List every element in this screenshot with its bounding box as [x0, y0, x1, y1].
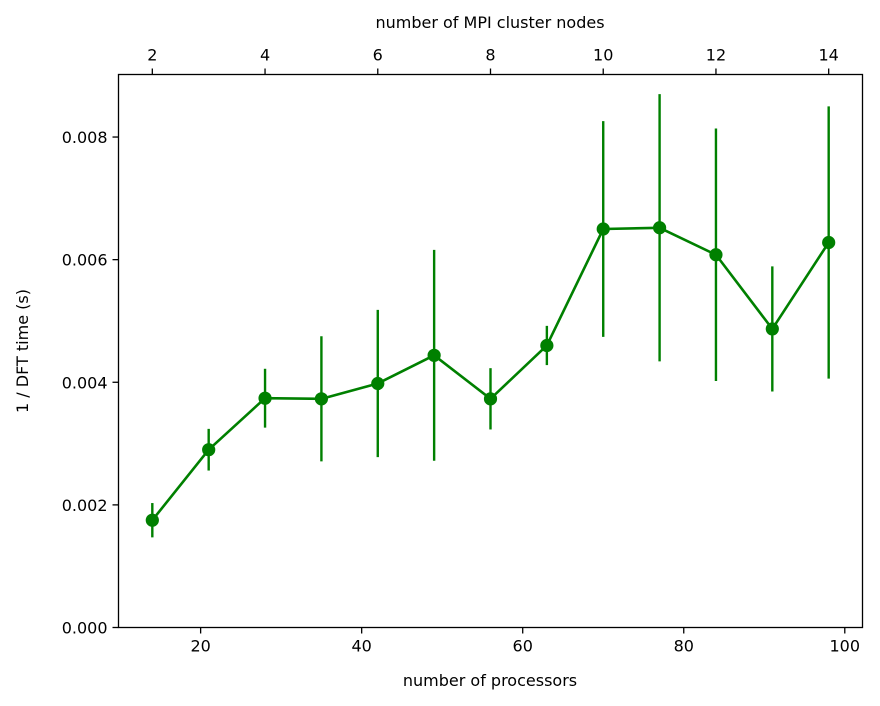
data-point	[652, 221, 667, 235]
top-tick-label: 6	[373, 46, 383, 65]
x-tick-label: 60	[513, 637, 533, 656]
top-tick-label: 10	[593, 46, 613, 65]
y-tick-label: 0.008	[62, 128, 108, 147]
data-point	[145, 513, 159, 527]
top-axis-ticks: 2 4 6 8 10 12 14	[147, 46, 839, 75]
data-point	[258, 391, 272, 405]
data-point	[483, 392, 498, 406]
x-tick-label: 40	[351, 637, 371, 656]
data-point	[822, 235, 836, 250]
x-tick-label: 80	[674, 637, 694, 656]
y-tick-label: 0.004	[62, 373, 108, 392]
y-tick-label: 0.002	[62, 496, 108, 515]
data-point	[596, 222, 610, 236]
plot-marks	[145, 94, 836, 538]
top-tick-label: 8	[485, 46, 495, 65]
x-tick-label: 100	[830, 637, 861, 656]
left-axis-ticks: 0.000 0.002 0.004 0.006 0.008	[62, 128, 119, 638]
data-point	[765, 322, 779, 336]
data-point	[427, 348, 441, 362]
data-point	[202, 443, 216, 457]
top-tick-label: 2	[147, 46, 157, 65]
top-tick-label: 4	[260, 46, 270, 65]
data-point	[314, 392, 329, 406]
x-tick-label: 20	[190, 637, 210, 656]
data-point	[540, 338, 554, 353]
top-tick-label: 14	[819, 46, 839, 65]
top-axis-label: number of MPI cluster nodes	[375, 13, 604, 32]
x-axis-label: number of processors	[403, 671, 577, 690]
y-tick-label: 0.006	[62, 251, 108, 270]
plot-frame	[117, 73, 864, 629]
data-point	[709, 248, 723, 262]
bottom-axis-ticks: 20 40 60 80 100	[190, 627, 861, 656]
y-tick-label: 0.000	[62, 619, 108, 638]
y-axis-label: 1 / DFT time (s)	[13, 289, 32, 413]
top-tick-label: 12	[706, 46, 726, 65]
data-point	[371, 376, 385, 391]
